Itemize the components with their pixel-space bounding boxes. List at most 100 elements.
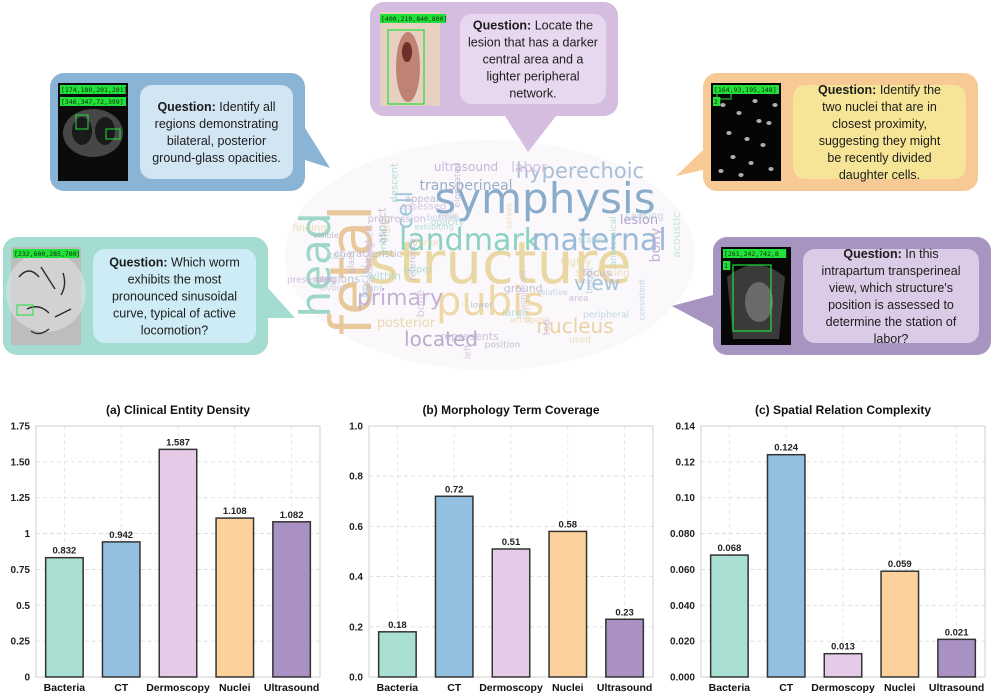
bar-value-label: 0.51 [502,537,521,548]
word-focus: focus [582,267,612,280]
bar-bacteria [44,556,84,678]
callout-nuclei: [164,93,195,148] 2 Question: Identify the t… [676,73,978,191]
bbox-label-tag [713,97,721,106]
word-cell: cell [393,191,418,229]
y-tick-label: 0.5 [16,601,30,612]
callout-bubble [93,249,256,343]
callout-tail [268,288,295,318]
word-echogenic: echogenic [510,315,551,324]
question-callouts: [174,180,201,201] [346,347,72,399] Questio… [3,2,991,355]
y-tick-label: 1 [24,529,30,540]
y-tick-label: 0.000 [670,673,695,684]
word-lower: lower [471,301,494,310]
bar-ct [434,495,474,678]
word-progression: progression [368,214,426,225]
y-tick-label: 0.75 [11,565,31,576]
bar-ultrasound [605,618,645,678]
word-situated: situated [363,225,376,270]
bar-value-label: 0.72 [445,484,464,495]
word-presenting: presenting [287,276,335,286]
word-ovoid: ovoid [321,284,346,294]
word-visible: visible [313,231,339,240]
bbox-label: 1 [724,262,728,270]
bar-value-label: 0.23 [615,607,634,618]
bbox-label-tag [723,261,731,270]
word-top: top [542,319,553,335]
callout-image-ultrasound: [261,242,742,8 1 [721,247,791,345]
word-represents: represents [440,330,499,343]
word-station: station [578,236,609,246]
question-label: Question: [473,19,535,33]
x-tick-label: Nuclei [884,682,916,694]
x-tick-label: Dermoscopy [811,682,875,694]
chart-panel-2: (b) Morphology Term Coverage 0.0 0.2 0.4 0.6… [349,403,654,694]
y-tick-label: 0.2 [349,622,363,633]
word-fetal: fetal [317,205,385,336]
bbox-label-tag [13,249,79,258]
chart-title: (c) Spatial Relation Complexity [755,403,931,417]
word-elongated: elongated [453,162,463,207]
bar-dermoscopy [823,652,863,678]
bar-value-label: 0.832 [53,546,77,557]
word-lung: lung [382,215,393,237]
x-tick-label: Nuclei [552,682,584,694]
bar-value-label: 1.587 [166,437,190,448]
word-bright: bright [585,266,595,293]
x-tick-label: Dermoscopy [146,682,210,694]
word-finding: finding [292,223,326,234]
word-cloud-background [285,140,695,370]
bbox-label-tag [713,85,779,94]
callout-tail [672,295,713,328]
chart-panel-1: (a) Clinical Entity Density 0 0.25 0.5 0.75 1… [11,403,321,694]
y-tick-label: 1.75 [11,422,31,433]
y-tick-label: 0.080 [670,529,695,540]
word-posterior: posterior [377,316,436,331]
callout-ultrasound: [261,242,742,8 1 Question: In this intrapar… [672,237,991,355]
word-primary: primary [357,286,443,311]
bbox-label-tag [60,97,126,106]
bbox-label: [400,210,840,800] [381,15,448,23]
y-tick-label: 1.25 [11,493,31,504]
x-tick-label: Bacteria [44,682,86,694]
word-view: view [574,271,620,295]
word-hyperechoic: hyperechoic [516,159,644,183]
word-highly: highly [561,257,592,268]
y-tick-label: 0.040 [670,601,695,612]
word-inferior: inferior [407,239,440,249]
word-characteristic: characteristic [334,249,402,260]
word-assessed: assessed [401,202,447,213]
word-opacity: opacity [431,218,465,228]
callout-tail [505,116,556,152]
word-nucleus: nucleus [536,314,613,338]
bbox-label: [346,347,72,399] [61,98,124,106]
word-landmark: landmark [399,223,542,258]
bar-dermoscopy [158,448,198,678]
word-anatomical: anatomical [609,216,619,266]
bar-value-label: 0.942 [109,530,133,541]
bbox-label: [174,180,201,201] [61,86,128,94]
y-tick-label: 0.6 [349,522,363,533]
x-tick-label: Ultrasound [264,682,319,694]
word-descent: descent [389,163,400,203]
chart-panel-3: (c) Spatial Relation Complexity 0.000 0.02… [670,403,986,694]
bar-value-label: 0.124 [774,443,798,454]
callout-bubble [460,14,606,104]
bar-value-label: 0.58 [559,519,578,530]
callout-bubble [140,85,293,179]
bar-nuclei [548,530,588,678]
y-tick-label: 0.020 [670,637,695,648]
word-serves: serves [504,203,513,229]
question-label: Question: [157,100,219,114]
word-maternal: maternal [531,223,666,258]
word-used: used [569,335,591,345]
word-peripheral: peripheral [583,311,629,321]
question-label: Question: [109,256,171,270]
word-nuclei: nuclei [359,265,372,298]
bar-ct [101,541,141,678]
y-tick-label: 0.12 [676,457,696,468]
callout-tail [305,128,330,168]
word-regions: regions [319,272,360,285]
callout-image-bacteria: [232,600,285,700] [6,247,86,345]
word-key: key [327,249,347,262]
